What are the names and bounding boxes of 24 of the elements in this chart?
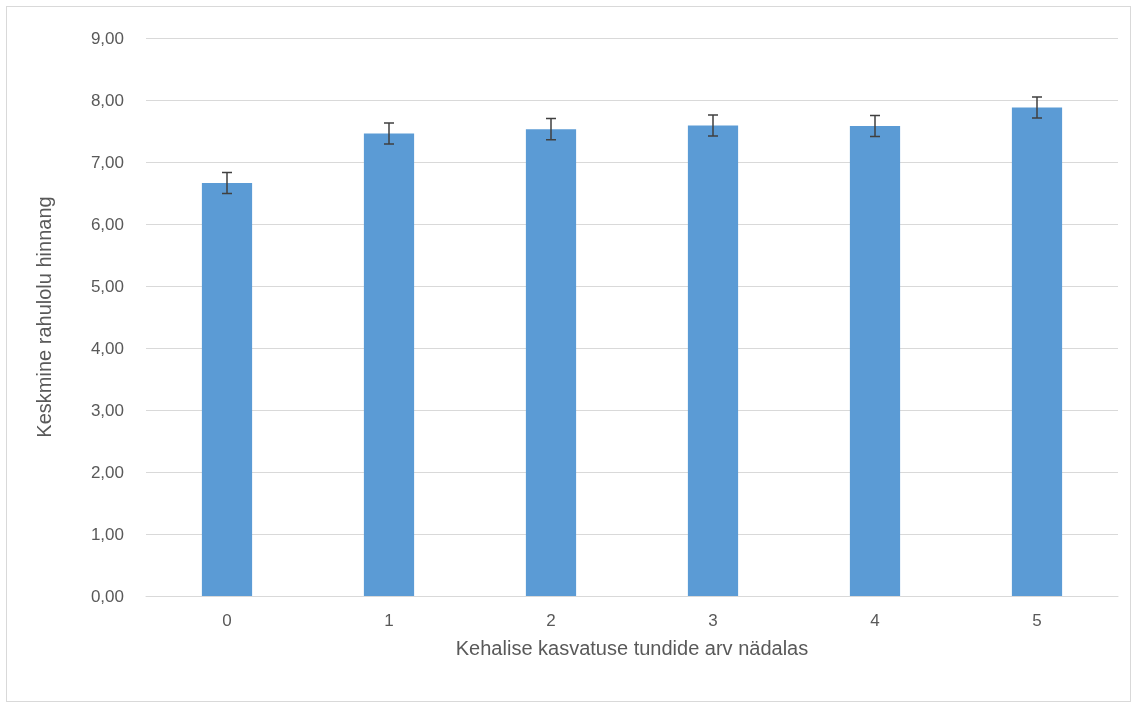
bar — [363, 133, 415, 596]
y-tick-label: 3,00 — [90, 400, 124, 420]
y-tick-label: 6,00 — [90, 214, 124, 234]
x-axis-title: Kehalise kasvatuse tundide arv nädalas — [455, 637, 809, 659]
y-tick-label: 2,00 — [90, 462, 124, 482]
y-tick-label: 8,00 — [90, 90, 124, 110]
x-tick-label: 4 — [870, 611, 880, 630]
y-tick-label: 7,00 — [90, 152, 124, 172]
bar — [1011, 107, 1063, 596]
y-tick-label: 9,00 — [90, 28, 124, 48]
y-tick-label: 5,00 — [90, 276, 124, 296]
y-axis-title: Keskmine rahulolu hinnang — [33, 196, 55, 438]
bar — [201, 183, 253, 596]
x-tick-label: 2 — [546, 611, 556, 630]
x-tick-label: 1 — [384, 611, 394, 630]
y-tick-label: 4,00 — [90, 338, 124, 358]
x-tick-label: 5 — [1032, 611, 1042, 630]
bar — [525, 129, 577, 596]
bar — [687, 125, 739, 596]
bar — [849, 126, 901, 596]
y-tick-label: 1,00 — [90, 524, 124, 544]
y-tick-label: 0,00 — [90, 586, 124, 606]
x-tick-label: 0 — [222, 611, 232, 630]
x-tick-label: 3 — [708, 611, 718, 630]
